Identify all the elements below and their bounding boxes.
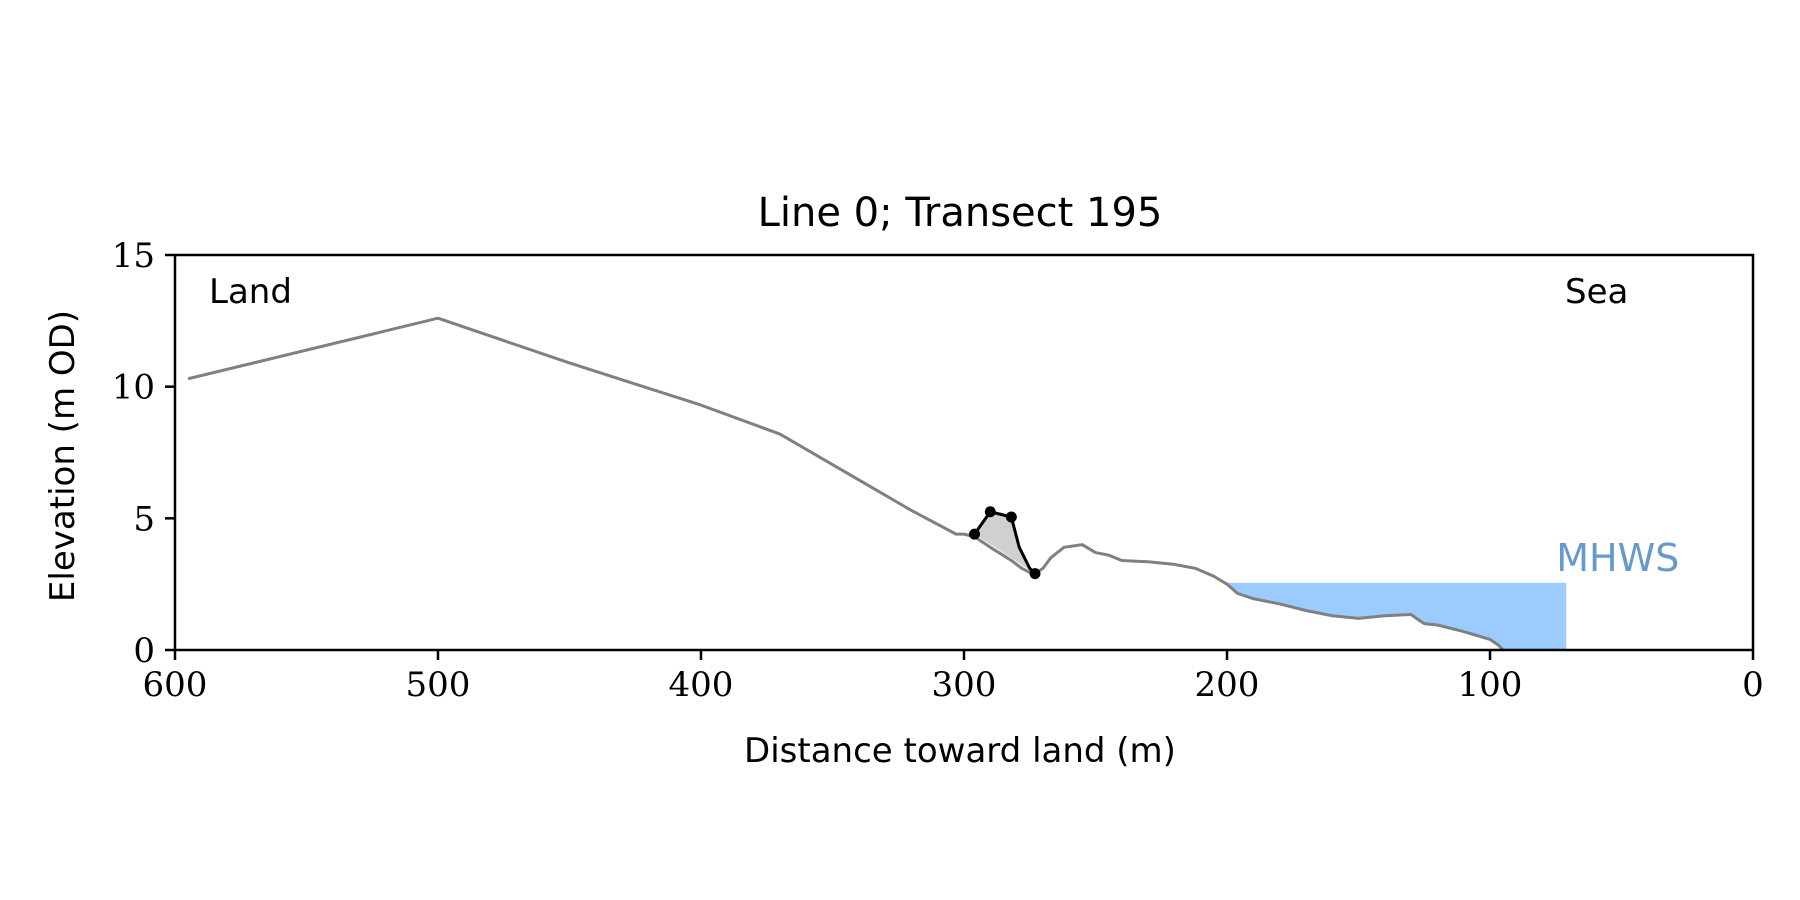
sea-label: Sea	[1565, 272, 1628, 312]
profile-line	[187, 316, 1505, 652]
x-axis-ticks: 600 500 400 300 200 100 0	[143, 650, 1764, 705]
mhws-fill	[1227, 582, 1567, 650]
plot-area	[187, 316, 1567, 652]
x-tick-label: 400	[669, 665, 734, 705]
y-axis-ticks: 0 5 10 15	[112, 236, 175, 671]
x-tick-label: 300	[932, 665, 997, 705]
x-tick-label: 500	[406, 665, 471, 705]
land-label: Land	[209, 272, 292, 312]
chart-title: Line 0; Transect 195	[758, 190, 1163, 236]
plot-frame	[173, 253, 1755, 652]
feature-shaded-area	[974, 511, 1036, 574]
y-tick-label: 15	[112, 236, 155, 276]
y-tick-label: 0	[133, 631, 155, 671]
mhws-label: MHWS	[1556, 536, 1679, 580]
y-axis-label: Elevation (m OD)	[43, 310, 83, 602]
x-tick-label: 100	[1458, 665, 1523, 705]
x-tick-label: 600	[143, 665, 208, 705]
feature-marker	[1005, 511, 1017, 523]
feature-marker	[969, 528, 981, 540]
y-tick-label: 5	[133, 499, 155, 539]
x-tick-label: 200	[1195, 665, 1260, 705]
feature-marker	[1029, 568, 1041, 580]
feature-marker	[984, 506, 996, 518]
x-tick-label: 0	[1742, 665, 1764, 705]
y-tick-label: 10	[112, 368, 155, 408]
x-axis-label: Distance toward land (m)	[744, 731, 1176, 771]
